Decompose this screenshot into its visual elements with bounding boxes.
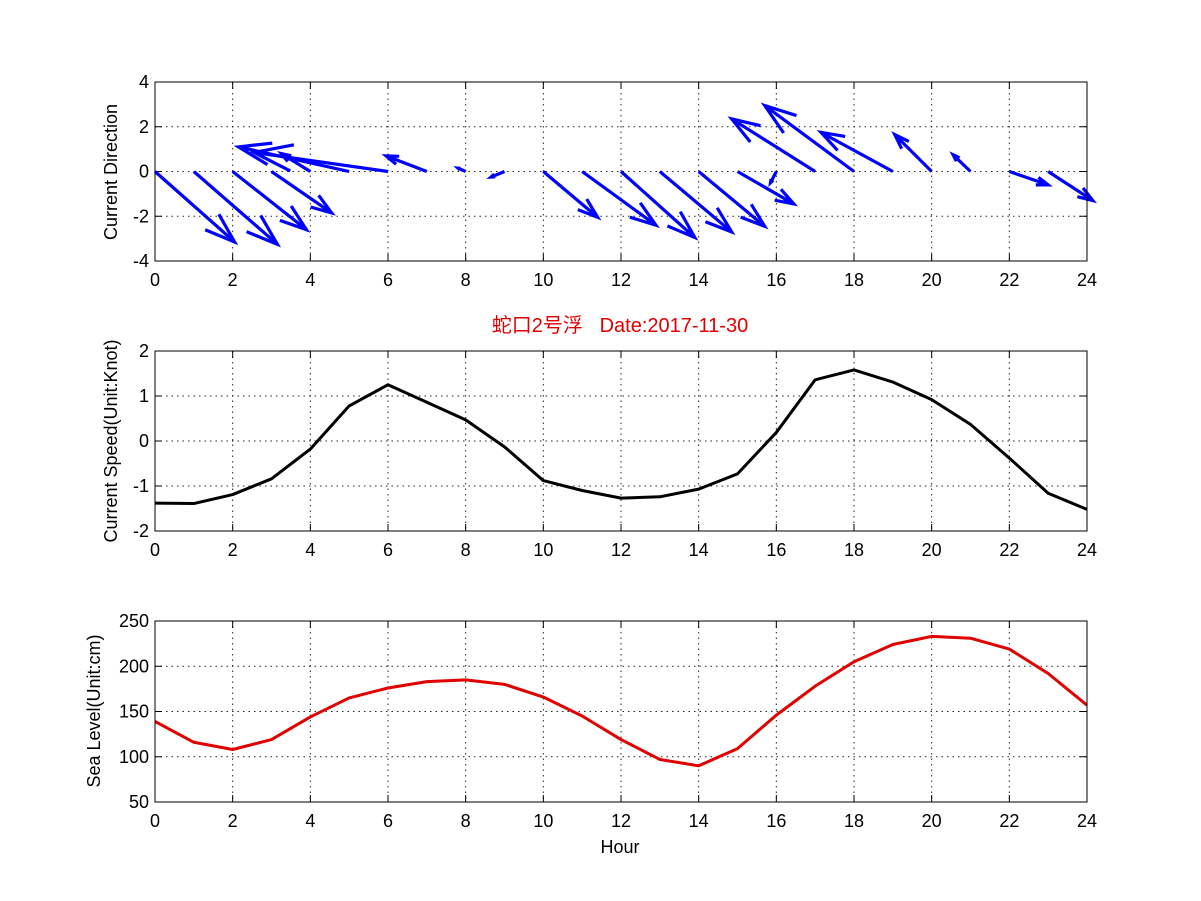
x-axis-label-hour: Hour bbox=[600, 837, 639, 857]
x-tick-label: 22 bbox=[999, 540, 1019, 560]
current-vector-arrow bbox=[453, 166, 467, 173]
y-tick-label: 2 bbox=[139, 117, 149, 137]
x-tick-label: 8 bbox=[461, 540, 471, 560]
x-tick-label: 4 bbox=[305, 540, 315, 560]
x-tick-label: 16 bbox=[766, 811, 786, 831]
current-vector-arrow bbox=[736, 170, 799, 207]
x-tick-label: 18 bbox=[844, 540, 864, 560]
y-tick-label: 2 bbox=[139, 341, 149, 361]
sea-level-ylabel: Sea Level(Unit:cm) bbox=[84, 634, 104, 787]
y-tick-label: -2 bbox=[133, 521, 149, 541]
x-tick-label: 8 bbox=[461, 270, 471, 290]
x-tick-label: 2 bbox=[228, 270, 238, 290]
chart-title: 蛇口2号浮 Date:2017-11-30 bbox=[492, 314, 748, 337]
x-tick-label: 12 bbox=[611, 540, 631, 560]
current-vector-arrow bbox=[1008, 169, 1053, 187]
x-tick-label: 0 bbox=[150, 270, 160, 290]
x-tick-label: 22 bbox=[999, 270, 1019, 290]
x-tick-label: 16 bbox=[766, 270, 786, 290]
current-speed-panel: 蛇口2号浮 Date:2017-11-30 Current Speed(Unit… bbox=[101, 314, 1097, 560]
x-tick-label: 2 bbox=[228, 811, 238, 831]
x-tick-label: 6 bbox=[383, 811, 393, 831]
current-vector-arrow bbox=[658, 170, 736, 236]
x-tick-label: 10 bbox=[533, 811, 553, 831]
x-tick-label: 18 bbox=[844, 270, 864, 290]
y-tick-label: -2 bbox=[133, 206, 149, 226]
x-tick-label: 18 bbox=[844, 811, 864, 831]
y-tick-label: 250 bbox=[119, 611, 149, 631]
sea-level-line bbox=[154, 634, 1088, 768]
sea-level-panel: Sea Level(Unit:cm) Hour 0 2 4 6 8 10 12 14 16 18 2… bbox=[84, 611, 1097, 857]
y-tick-label: 200 bbox=[119, 656, 149, 676]
y-tick-label: -1 bbox=[133, 476, 149, 496]
current-vector-arrow bbox=[1047, 170, 1097, 204]
y-tick-label: 100 bbox=[119, 747, 149, 767]
axes-frame bbox=[154, 350, 1088, 532]
current-vector-arrow bbox=[697, 170, 769, 230]
current-vector-arrow bbox=[581, 170, 660, 229]
current-vector-arrow bbox=[249, 143, 389, 174]
axes-frame bbox=[154, 81, 1088, 262]
x-tick-label: 14 bbox=[689, 811, 709, 831]
x-tick-label: 10 bbox=[533, 270, 553, 290]
current-vector-arrow bbox=[727, 116, 817, 173]
x-tick-label: 24 bbox=[1077, 540, 1097, 560]
current-vector-arrow bbox=[486, 170, 506, 179]
current-vector-arrow bbox=[381, 154, 428, 173]
current-vector-arrow bbox=[270, 170, 336, 216]
current-vector-arrow bbox=[231, 170, 311, 233]
x-tick-label: 20 bbox=[922, 540, 942, 560]
x-tick-label: 14 bbox=[689, 270, 709, 290]
y-tick-label: 150 bbox=[119, 702, 149, 722]
current-vector-arrow bbox=[891, 131, 933, 173]
x-tick-label: 8 bbox=[461, 811, 471, 831]
current-vector-arrow bbox=[768, 170, 778, 188]
x-tick-label: 10 bbox=[533, 540, 553, 560]
y-tick-label: 1 bbox=[139, 386, 149, 406]
current-vector-arrow bbox=[542, 170, 602, 221]
current-speed-line bbox=[154, 368, 1088, 511]
x-tick-label: 22 bbox=[999, 811, 1019, 831]
current-speed-ylabel: Current Speed(Unit:Knot) bbox=[101, 339, 121, 542]
current-vector-arrow bbox=[816, 129, 894, 173]
current-vector-arrow bbox=[192, 170, 282, 248]
x-tick-label: 0 bbox=[150, 540, 160, 560]
current-vector-arrow bbox=[760, 102, 855, 173]
x-tick-label: 24 bbox=[1077, 270, 1097, 290]
x-tick-label: 16 bbox=[766, 540, 786, 560]
current-vector-arrow bbox=[619, 170, 699, 241]
x-tick-label: 24 bbox=[1077, 811, 1097, 831]
x-tick-label: 12 bbox=[611, 811, 631, 831]
current-vector-arrow bbox=[153, 170, 239, 246]
x-tick-label: 2 bbox=[228, 540, 238, 560]
y-tick-label: -4 bbox=[133, 251, 149, 271]
x-tick-label: 20 bbox=[922, 270, 942, 290]
x-tick-label: 12 bbox=[611, 270, 631, 290]
x-tick-label: 6 bbox=[383, 540, 393, 560]
x-tick-label: 6 bbox=[383, 270, 393, 290]
current-vector-arrow bbox=[949, 151, 972, 173]
y-tick-label: 0 bbox=[139, 162, 149, 182]
y-tick-label: 4 bbox=[139, 72, 149, 92]
y-tick-label: 50 bbox=[129, 792, 149, 812]
axes-frame bbox=[154, 620, 1088, 803]
x-tick-label: 4 bbox=[305, 811, 315, 831]
y-tick-label: 0 bbox=[139, 431, 149, 451]
x-tick-label: 14 bbox=[689, 540, 709, 560]
x-tick-label: 4 bbox=[305, 270, 315, 290]
current-direction-panel: Current Direction 0 2 4 6 8 10 12 14 16 18 20 22 24-… bbox=[101, 72, 1097, 290]
current-direction-ylabel: Current Direction bbox=[101, 104, 121, 240]
x-tick-label: 20 bbox=[922, 811, 942, 831]
x-tick-label: 0 bbox=[150, 811, 160, 831]
